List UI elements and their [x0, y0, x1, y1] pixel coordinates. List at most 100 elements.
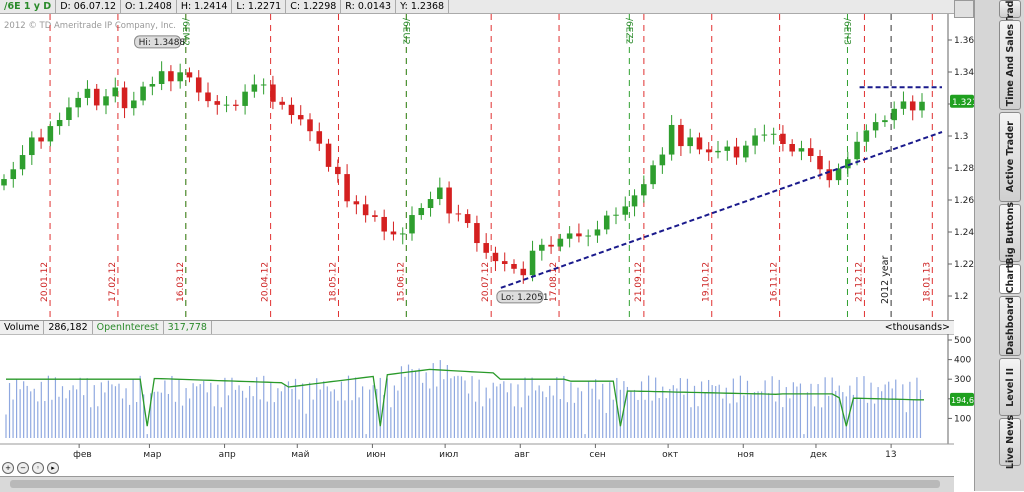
candle-body: [335, 166, 341, 175]
candle-body: [909, 101, 916, 111]
zoom-in-icon[interactable]: +: [2, 462, 14, 474]
candle-body: [75, 97, 81, 108]
volume-label: Volume: [0, 321, 45, 334]
open-interest-line: [6, 368, 924, 427]
candle-body: [372, 215, 378, 217]
month-label: апр: [219, 450, 236, 460]
candle-body: [548, 244, 554, 247]
expiry-label: 17.02.12: [108, 262, 118, 302]
sidebar-tab-chart[interactable]: Chart: [999, 264, 1021, 294]
price-tick-label: 1.26: [954, 196, 974, 206]
sidebar-tab-level-ii[interactable]: Level II: [999, 358, 1021, 416]
open-label: O: 1.2408: [121, 0, 177, 13]
volume-tick-label: 400: [954, 356, 971, 366]
low-label: L: 1.2271: [232, 0, 287, 13]
quote-header: /6E 1 y D D: 06.07.12 O: 1.2408 H: 1.241…: [0, 0, 954, 14]
sidebar-tab-big-buttons[interactable]: Big Buttons: [999, 202, 1021, 264]
sidebar-tab-dashboard[interactable]: Dashboard: [999, 296, 1021, 356]
candle-body: [789, 144, 795, 152]
contract-label: /6EZ2: [623, 18, 633, 44]
expiry-label: 20.01.12: [40, 262, 50, 302]
sidebar-tab-live-news[interactable]: Live News: [999, 414, 1021, 470]
candle-body: [594, 229, 601, 236]
candle-body: [845, 159, 851, 169]
sidebar-tab-label: Time And Sales: [1004, 23, 1016, 107]
expiry-label: 20.04.12: [261, 262, 271, 302]
sidebar-tab-time-and-sales[interactable]: Time And Sales: [999, 20, 1021, 110]
candle-body: [585, 235, 591, 237]
candle-body: [743, 145, 749, 158]
trendline: [500, 131, 943, 289]
volume-chart[interactable]: 500400300200100194,628 февмарапрмайиюнию…: [0, 334, 974, 462]
candle-body: [288, 104, 295, 116]
symbol-label[interactable]: /6E 1 y D: [0, 0, 57, 13]
candle-body: [418, 208, 425, 216]
price-tick-label: 1.24: [954, 228, 974, 238]
volume-header: Volume 286,182 OpenInterest 317,778 <tho…: [0, 320, 954, 335]
candle-body: [854, 141, 860, 160]
candle-body: [316, 131, 323, 144]
sidebar-tab-label: Dashboard: [1004, 297, 1016, 355]
date-label: D: 06.07.12: [56, 0, 122, 13]
sidebar-tab-label: Live News: [1004, 414, 1016, 470]
candle-body: [446, 187, 452, 214]
expiry-label: 19.10.12: [702, 262, 712, 302]
scroll-thumb[interactable]: [10, 480, 940, 488]
watermark: 2012 © TD Ameritrade IP Company, Inc.: [4, 21, 176, 31]
candle-body: [520, 268, 527, 276]
candle-body: [297, 115, 304, 120]
candle-body: [112, 87, 119, 97]
drawing-tools-icon[interactable]: ▸: [47, 462, 59, 474]
candle-body: [826, 169, 833, 181]
month-label: сен: [589, 450, 605, 460]
price-tick-label: 1.22: [954, 260, 974, 270]
candle-body: [576, 233, 582, 237]
candle-body: [678, 124, 684, 147]
month-label: авг: [514, 450, 530, 460]
candle-body: [501, 261, 508, 264]
candle-body: [705, 149, 712, 153]
candle-body: [752, 135, 758, 146]
month-label: май: [291, 450, 309, 460]
window-restore-button[interactable]: [954, 0, 974, 18]
sidebar-tab-trade[interactable]: Trade: [999, 0, 1021, 24]
pan-icon[interactable]: ◦: [32, 462, 44, 474]
candle-body: [427, 199, 434, 208]
month-label: ноя: [737, 450, 754, 460]
candle-body: [835, 168, 842, 181]
month-label: июл: [439, 450, 458, 460]
candle-body: [715, 150, 721, 153]
price-tick-label: 1.3: [954, 132, 968, 142]
price-chart[interactable]: 2012 © TD Ameritrade IP Company, Inc. 20…: [0, 14, 974, 334]
candle-body: [891, 108, 897, 121]
year-marker-label: 2012 year: [880, 256, 891, 304]
high-label: Hi: 1.3488: [139, 38, 186, 48]
open-interest-label: OpenInterest: [93, 321, 164, 334]
candle-body: [399, 233, 406, 235]
candle-body: [140, 86, 146, 101]
last-price-label: 1.3214: [952, 98, 974, 108]
candle-body: [770, 133, 777, 135]
zoom-out-icon[interactable]: −: [17, 462, 29, 474]
oi-badge-label: 194,628: [951, 396, 974, 405]
candle-body: [362, 204, 369, 216]
price-tick-label: 1.2: [954, 292, 968, 302]
candle-body: [84, 88, 91, 98]
horizontal-scrollbar[interactable]: [0, 476, 954, 492]
high-label: H: 1.2414: [177, 0, 233, 13]
month-label: фев: [73, 450, 92, 460]
candle-body: [10, 169, 17, 180]
candle-body: [66, 107, 72, 120]
candle-body: [19, 155, 26, 170]
expiry-label: 21.12.12: [854, 262, 864, 302]
candle-body: [186, 72, 193, 78]
candle-body: [195, 77, 202, 93]
candle-body: [149, 84, 156, 87]
candle-body: [353, 201, 360, 205]
candle-body: [307, 119, 313, 132]
sidebar-tab-active-trader[interactable]: Active Trader: [999, 112, 1021, 202]
candle-body: [557, 238, 564, 247]
open-interest-value: 317,778: [164, 321, 212, 334]
candle-body: [622, 206, 629, 215]
